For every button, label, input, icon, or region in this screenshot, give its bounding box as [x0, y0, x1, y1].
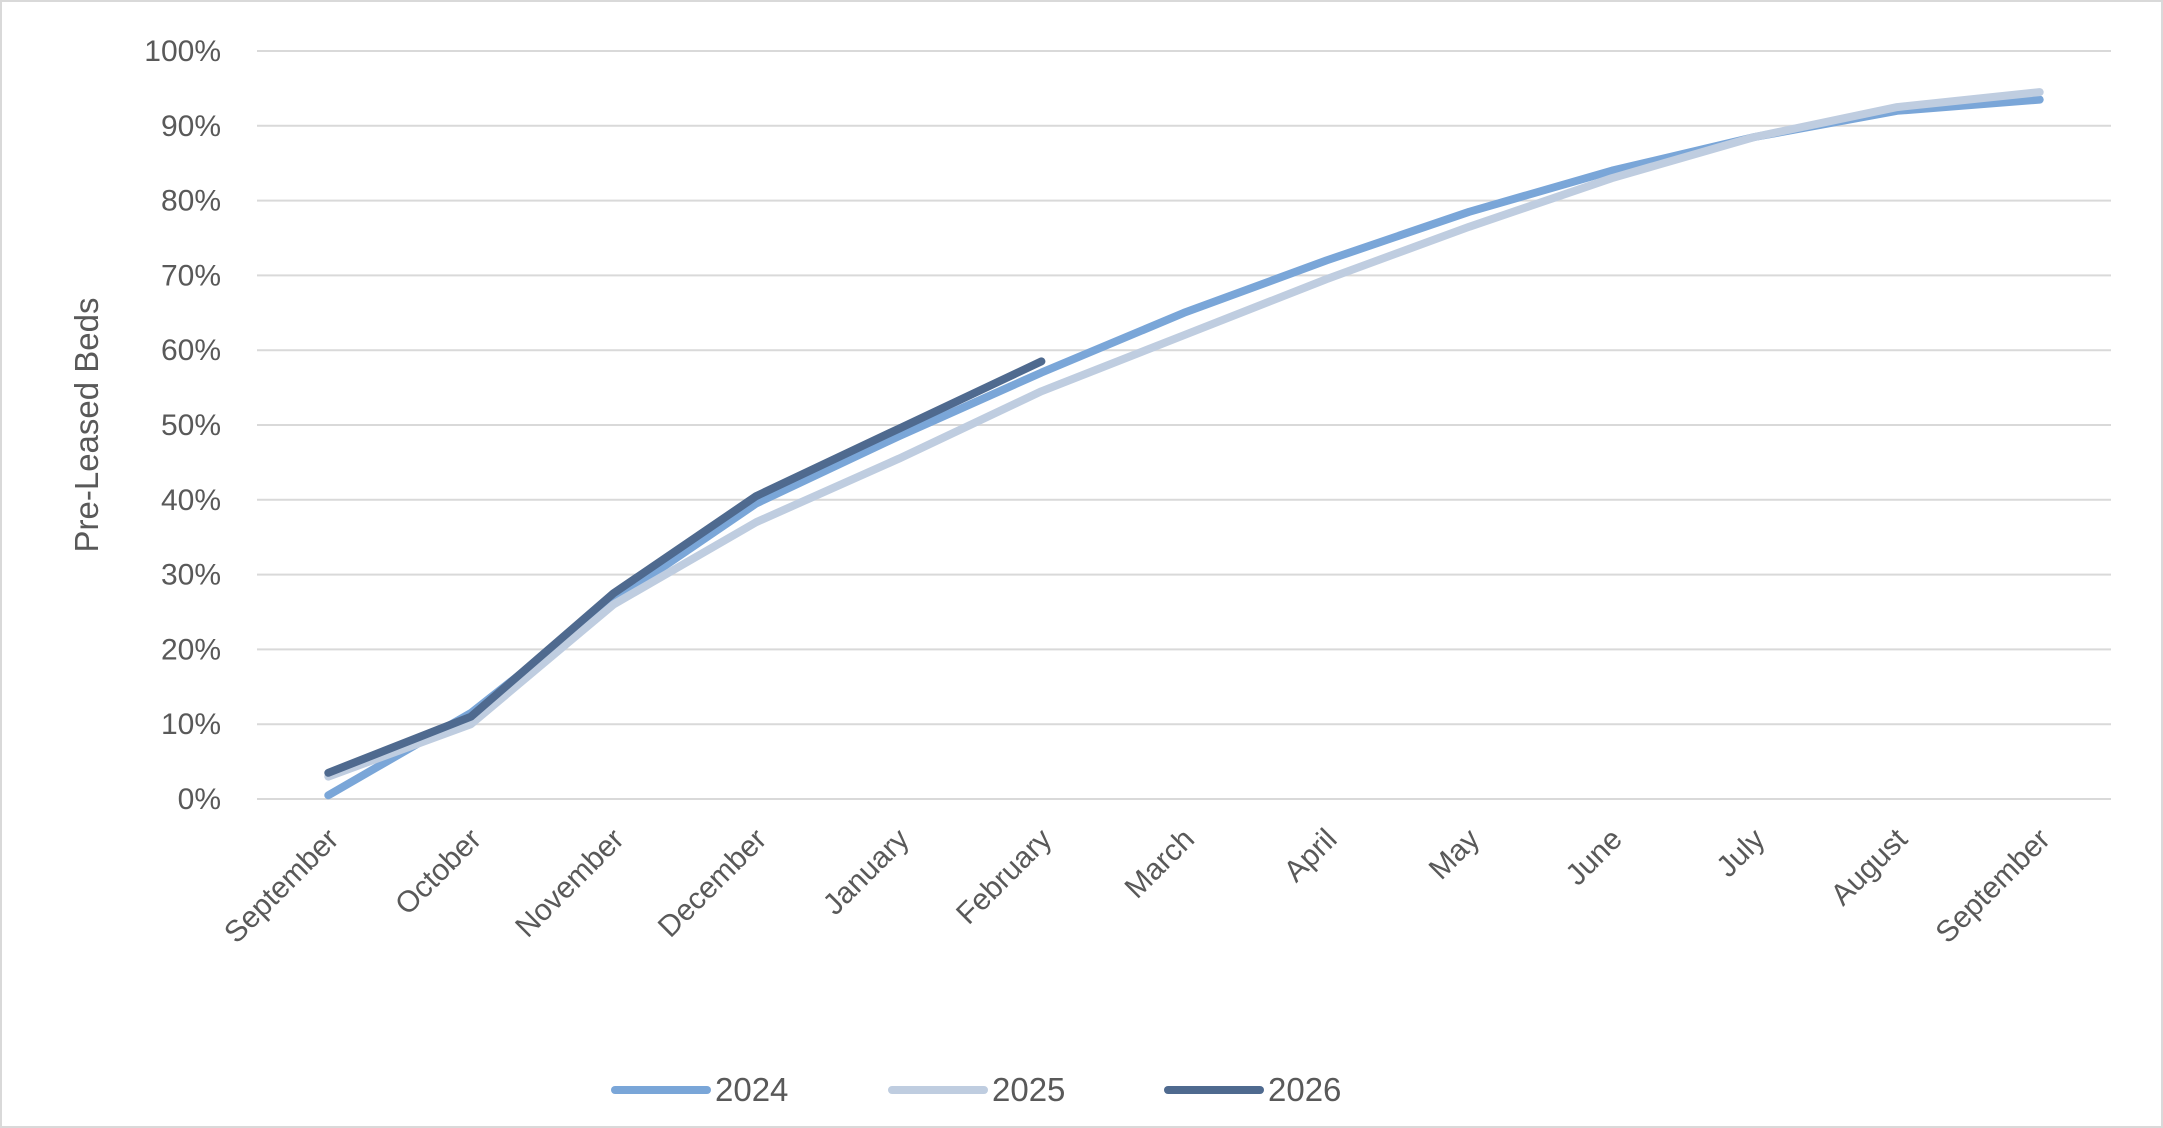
y-tick-label: 60%: [161, 334, 221, 367]
series-line: [324, 357, 1046, 777]
legend-label: 2025: [992, 1071, 1065, 1108]
y-tick-label: 90%: [161, 110, 221, 143]
y-tick-label: 40%: [161, 484, 221, 517]
legend-label: 2026: [1268, 1071, 1341, 1108]
y-tick-label: 10%: [161, 708, 221, 741]
y-tick-label: 50%: [161, 409, 221, 442]
y-tick-label: 80%: [161, 185, 221, 218]
series-line: [324, 88, 2044, 781]
y-tick-label: 100%: [144, 35, 221, 68]
y-tick-label: 30%: [161, 559, 221, 592]
legend-label: 2024: [715, 1071, 788, 1108]
y-tick-label: 70%: [161, 259, 221, 292]
y-tick-label: 20%: [161, 633, 221, 666]
y-tick-label: 0%: [178, 783, 221, 816]
y-axis-label: Pre-Leased Beds: [68, 298, 105, 553]
